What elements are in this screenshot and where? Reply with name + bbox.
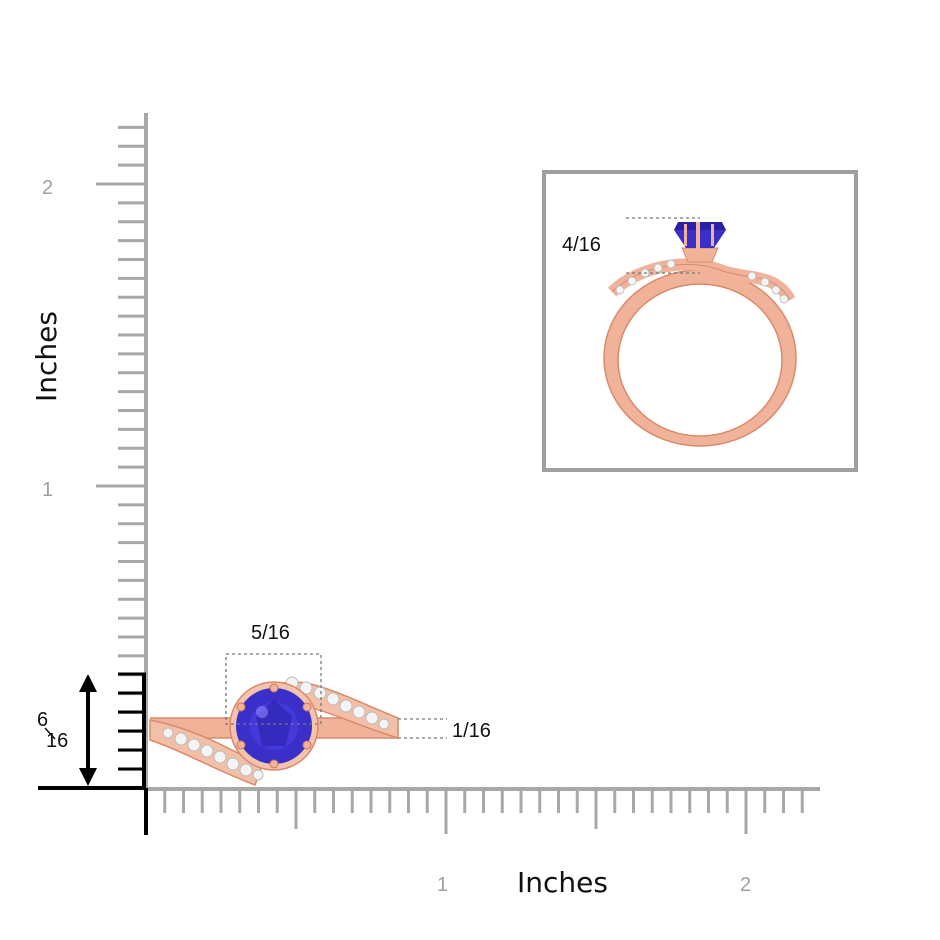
- x-ruler-ticks: [163, 789, 804, 834]
- y-tick-label-1: 1: [42, 479, 53, 501]
- x-tick-label-2: 2: [740, 874, 751, 896]
- fraction-slash: [44, 727, 56, 740]
- double-arrow-vertical-icon: [79, 674, 97, 786]
- y-tick-label-2: 2: [42, 177, 53, 199]
- width-dimension-box: [225, 653, 322, 725]
- height-numerator: 6: [37, 709, 48, 731]
- diamond-row-lower: [162, 727, 264, 781]
- x-tick-label-1: 1: [437, 874, 448, 896]
- height-denominator: 16: [46, 730, 68, 752]
- height-ticks: [118, 672, 146, 771]
- ring-top-view: [149, 676, 399, 786]
- y-axis-title: Inches: [30, 311, 63, 402]
- y-ruler: [96, 113, 148, 790]
- band-label: 1/16: [452, 720, 491, 742]
- ring-side-view: [603, 222, 797, 447]
- x-ruler: [146, 787, 820, 834]
- side-height-label: 4/16: [562, 234, 601, 256]
- x-axis-title: Inches: [517, 866, 608, 899]
- width-label: 5/16: [251, 622, 290, 644]
